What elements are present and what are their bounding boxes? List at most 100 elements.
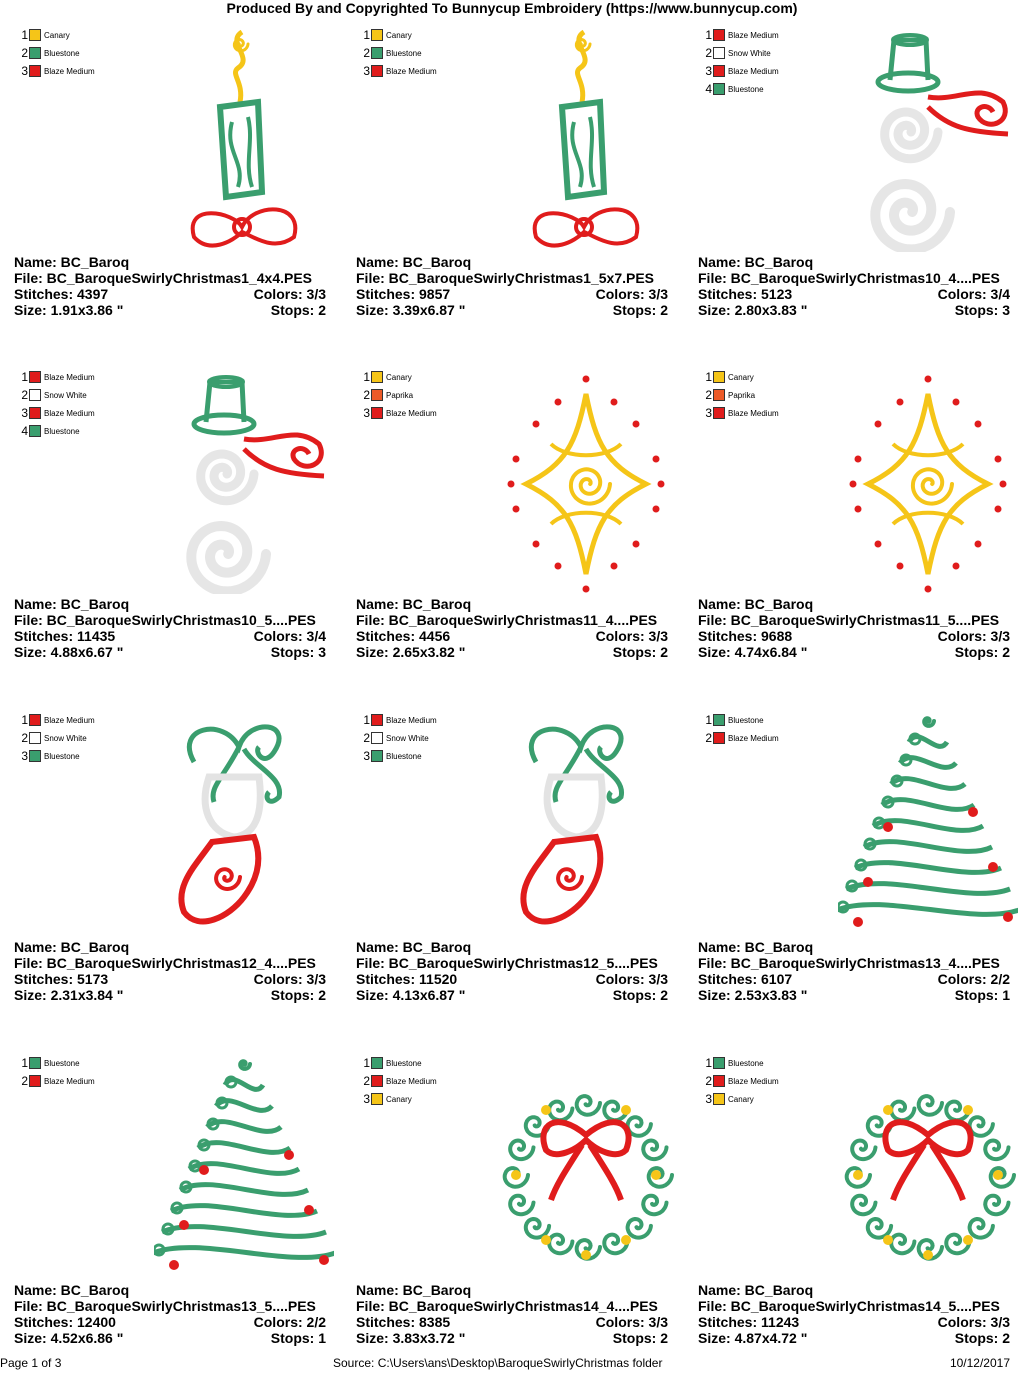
design-cell: 1 Canary 2 Paprika 3 Blaze Medium Name: … [356,364,686,700]
design-stitches: Stitches: 5173 [14,971,109,987]
design-info: Name: BC_Baroq File: BC_BaroqueSwirlyChr… [698,939,1010,1003]
design-cell: 1 Blaze Medium 2 Snow White 3 Bluestone … [14,707,344,1043]
thread-row: 4 Bluestone [18,422,95,440]
design-colors: Colors: 3/3 [595,971,668,987]
thread-number: 1 [363,370,370,384]
design-name: Name: BC_Baroq [698,254,814,270]
thread-swatch [29,714,41,726]
thread-name: Paprika [386,390,414,400]
design-cell: 1 Blaze Medium 2 Snow White 3 Blaze Medi… [698,22,1024,358]
design-name: Name: BC_Baroq [698,1282,814,1298]
thread-swatch [29,1075,41,1087]
thread-name: Bluestone [44,48,80,58]
design-size: Size: 2.31x3.84 " [14,987,124,1003]
thread-row: 1 Blaze Medium [18,368,94,386]
thread-swatch [371,1057,383,1069]
thread-legend: 1 Bluestone 2 Blaze Medium [702,711,779,747]
thread-row: 2 Snow White [360,729,437,747]
thread-row: 1 Canary [360,26,437,44]
design-stops: Stops: 2 [270,987,326,1003]
page-footer: Page 1 of 3 Source: C:\Users\ans\Desktop… [0,1354,1024,1370]
thread-name: Snow White [44,733,87,743]
design-cell: 1 Canary 2 Bluestone 3 Blaze Medium Name… [356,22,686,358]
thread-row: 2 Paprika [702,386,779,404]
thread-swatch [371,750,383,762]
thread-swatch [371,47,383,59]
thread-swatch [371,371,383,383]
thread-swatch [29,47,41,59]
page-header: Produced By and Copyrighted To Bunnycup … [226,0,798,16]
design-stitches: Stitches: 9688 [698,628,793,644]
thread-number: 2 [363,388,370,402]
thread-name: Blaze Medium [728,1076,779,1086]
design-stitches: Stitches: 4456 [356,628,451,644]
candle-icon [190,29,298,248]
design-cell: 1 Canary 2 Paprika 3 Blaze Medium Name: … [698,364,1024,700]
thread-name: Bluestone [386,1058,422,1068]
thread-swatch [371,407,383,419]
design-file: File: BC_BaroqueSwirlyChristmas11_4....P… [356,612,658,628]
thread-name: Bluestone [728,1058,764,1068]
thread-row: 3 Canary [360,1090,437,1108]
thread-swatch [29,425,41,437]
design-stops: Stops: 2 [954,1330,1010,1346]
thread-name: Canary [44,30,70,40]
design-colors: Colors: 3/3 [253,971,326,987]
design-file: File: BC_BaroqueSwirlyChristmas14_4....P… [356,1298,658,1314]
design-colors: Colors: 3/3 [937,628,1010,644]
thread-swatch [713,1075,725,1087]
thread-name: Canary [386,30,412,40]
thread-swatch [713,65,725,77]
thread-swatch [713,29,725,41]
tree-icon [838,716,1018,927]
wreath-icon [502,1094,674,1261]
design-cell: 1 Blaze Medium 2 Snow White 3 Blaze Medi… [14,364,344,700]
page-number: Page 1 of 3 [0,1356,62,1370]
design-colors: Colors: 3/4 [253,628,326,644]
thread-number: 3 [21,406,28,420]
star-icon [507,375,665,593]
thread-name: Bluestone [44,426,80,436]
thread-name: Snow White [728,48,771,58]
design-size: Size: 2.65x3.82 " [356,644,466,660]
source-path: Source: C:\Users\ans\Desktop\BaroqueSwir… [333,1356,663,1370]
design-file: File: BC_BaroqueSwirlyChristmas12_5....P… [356,955,658,971]
design-info: Name: BC_Baroq File: BC_BaroqueSwirlyChr… [356,1282,668,1346]
design-size: Size: 4.74x6.84 " [698,644,808,660]
thread-name: Bluestone [728,715,764,725]
design-cell: 1 Canary 2 Bluestone 3 Blaze Medium Name… [14,22,344,358]
thread-swatch [713,389,725,401]
design-colors: Colors: 3/3 [595,628,668,644]
design-name: Name: BC_Baroq [356,939,472,955]
design-size: Size: 4.87x4.72 " [698,1330,808,1346]
thread-number: 1 [363,1056,370,1070]
design-stops: Stops: 2 [612,1330,668,1346]
thread-legend: 1 Blaze Medium 2 Snow White 3 Bluestone [18,711,94,765]
design-stops: Stops: 2 [612,302,668,318]
thread-name: Blaze Medium [728,66,779,76]
thread-row: 3 Blaze Medium [702,62,779,80]
thread-number: 3 [363,749,370,763]
thread-legend: 1 Canary 2 Paprika 3 Blaze Medium [360,368,436,422]
thread-name: Blaze Medium [386,66,437,76]
thread-number: 2 [705,731,712,745]
thread-legend: 1 Bluestone 2 Blaze Medium [18,1054,94,1090]
thread-legend: 1 Blaze Medium 2 Snow White 3 Blaze Medi… [702,26,779,98]
design-file: File: BC_BaroqueSwirlyChristmas13_5....P… [14,1298,316,1314]
thread-swatch [713,732,725,744]
thread-row: 1 Bluestone [702,711,779,729]
design-file: File: BC_BaroqueSwirlyChristmas10_5....P… [14,612,316,628]
design-stitches: Stitches: 11243 [698,1314,800,1330]
thread-number: 2 [363,46,370,60]
design-file: File: BC_BaroqueSwirlyChristmas11_5....P… [698,612,1000,628]
design-stops: Stops: 2 [612,987,668,1003]
design-name: Name: BC_Baroq [356,596,472,612]
thread-number: 3 [363,1092,370,1106]
thread-row: 2 Blaze Medium [360,1072,436,1090]
design-info: Name: BC_Baroq File: BC_BaroqueSwirlyChr… [14,254,326,318]
design-stitches: Stitches: 11435 [14,628,116,644]
design-size: Size: 2.80x3.83 " [698,302,808,318]
design-stops: Stops: 1 [270,1330,326,1346]
thread-swatch [713,1057,725,1069]
thread-name: Blaze Medium [386,715,437,725]
